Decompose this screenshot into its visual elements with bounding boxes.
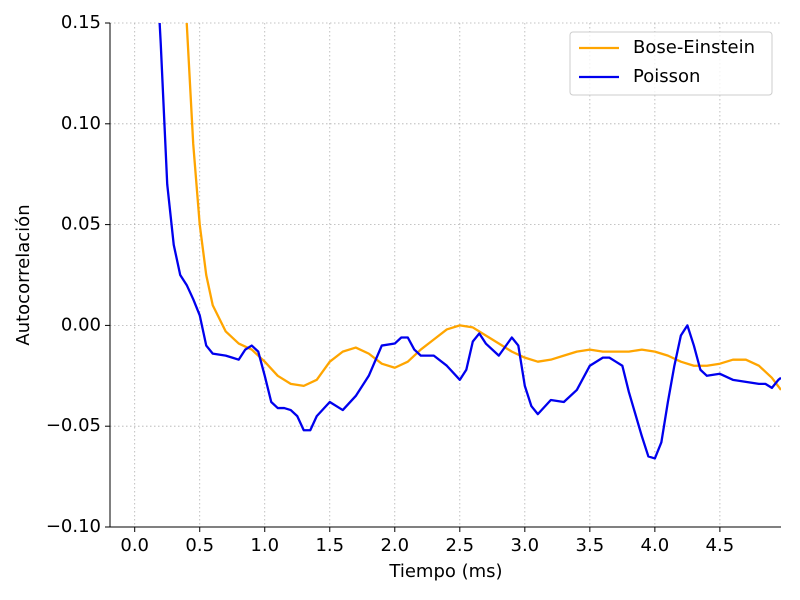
y-tick-label: −0.10 bbox=[46, 516, 101, 537]
data-line bbox=[158, 23, 781, 460]
legend-label: Poisson bbox=[633, 66, 700, 87]
x-axis-label: Tiempo (ms) bbox=[388, 561, 502, 582]
x-tick-label: 3.0 bbox=[511, 535, 540, 556]
x-tick-label: 4.5 bbox=[706, 535, 735, 556]
x-tick-label: 3.5 bbox=[576, 535, 605, 556]
x-tick-label: 2.0 bbox=[380, 535, 409, 556]
x-tick-label: 2.5 bbox=[445, 535, 474, 556]
legend-box bbox=[569, 31, 773, 96]
legend-label: Bose-Einstein bbox=[633, 37, 755, 58]
y-tick-label: 0.10 bbox=[61, 113, 101, 134]
y-tick-label: −0.05 bbox=[46, 415, 101, 436]
x-tick-label: 0.5 bbox=[185, 535, 214, 556]
x-tick-label: 4.0 bbox=[641, 535, 670, 556]
y-tick-label: 0.05 bbox=[61, 214, 101, 235]
x-tick-label: 1.0 bbox=[250, 535, 279, 556]
y-axis-label: Autocorrelación bbox=[13, 204, 34, 345]
y-tick-label: 0.00 bbox=[61, 314, 101, 335]
y-tick-label: 0.15 bbox=[61, 12, 101, 33]
x-tick-label: 0.0 bbox=[120, 535, 149, 556]
x-tick-label: 1.5 bbox=[315, 535, 344, 556]
